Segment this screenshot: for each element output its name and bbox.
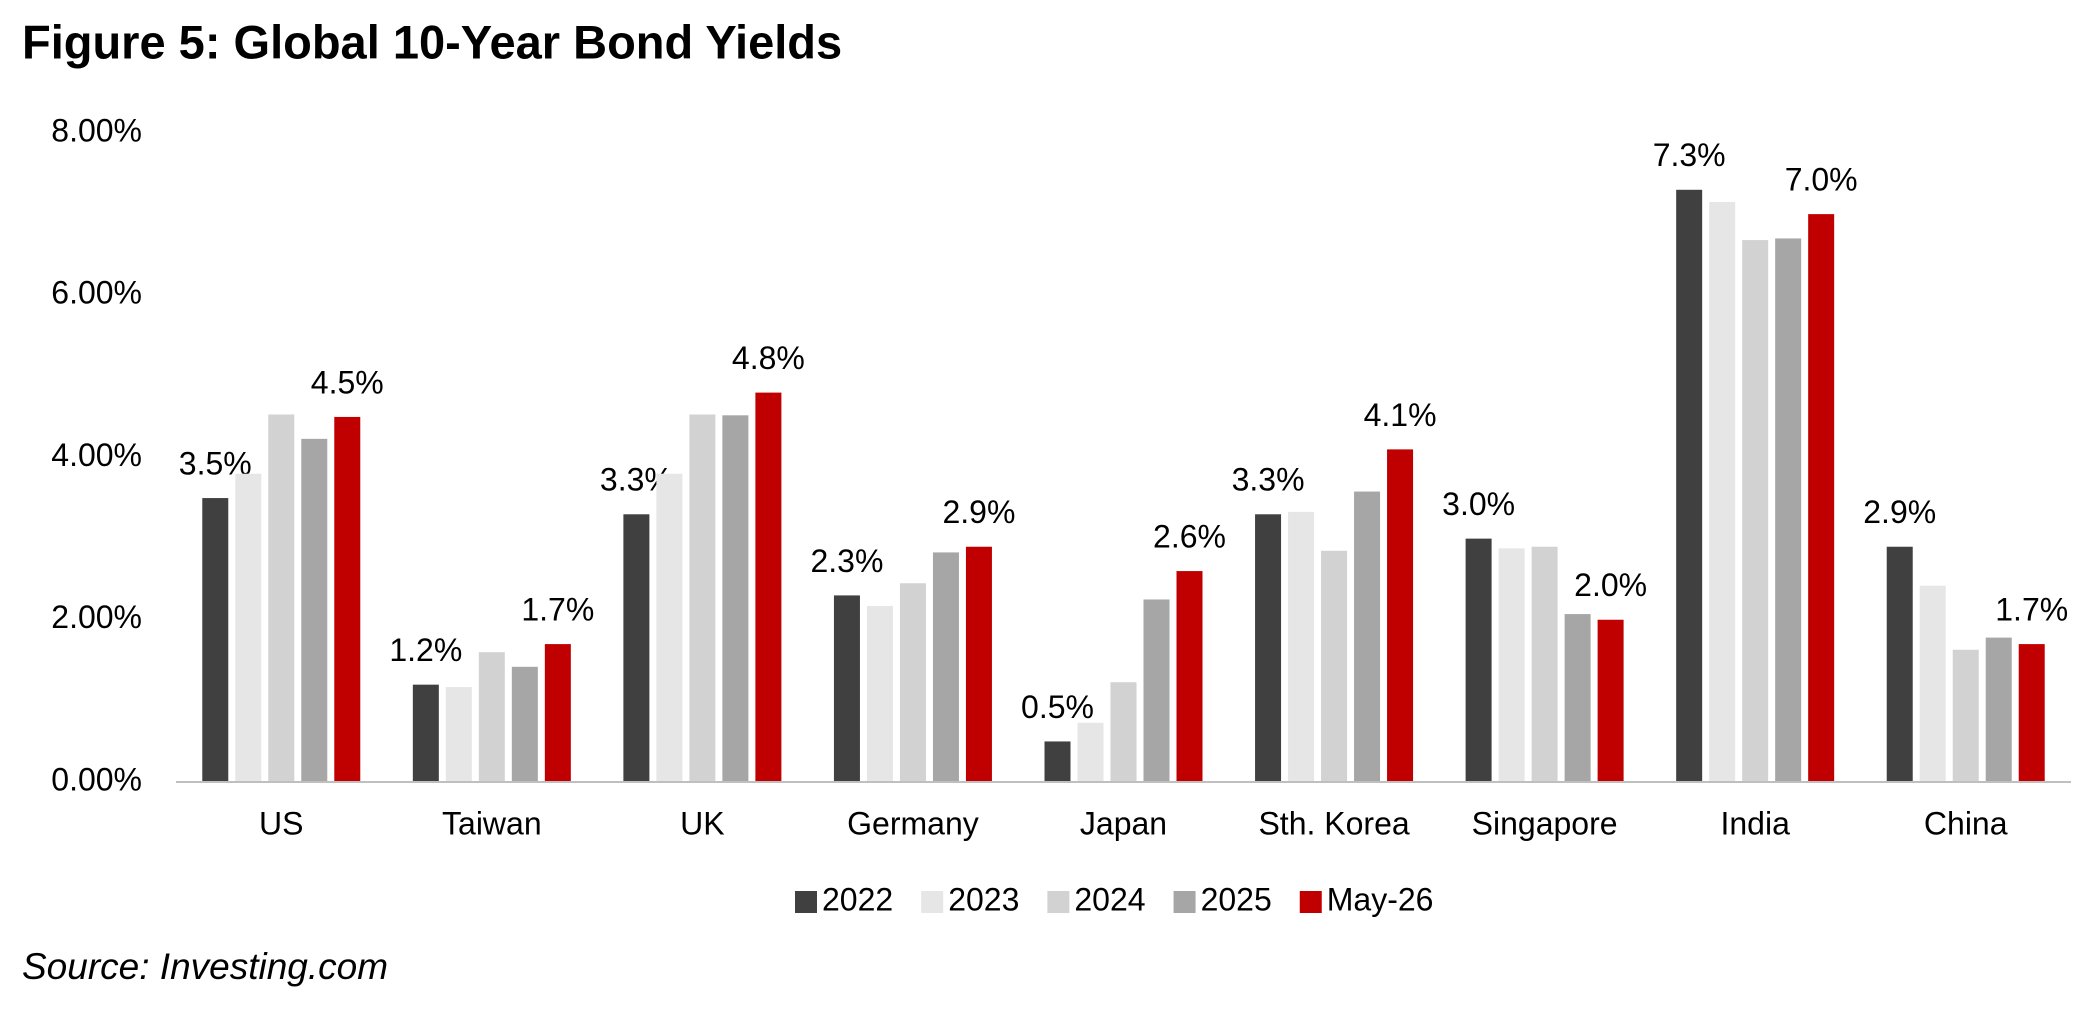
bar	[1985, 637, 2012, 782]
x-tick-label: China	[1924, 805, 2008, 841]
bar	[235, 473, 262, 782]
bar	[1597, 619, 1624, 782]
bar	[1110, 682, 1137, 782]
bar	[2018, 644, 2045, 782]
bar	[1564, 614, 1591, 782]
bar	[755, 392, 782, 782]
bar	[544, 644, 571, 782]
bar	[623, 514, 650, 782]
legend-swatch	[1173, 891, 1196, 913]
x-tick-label: Japan	[1080, 805, 1167, 841]
bar	[1465, 538, 1492, 782]
legend-swatch	[795, 891, 817, 913]
bar	[1321, 550, 1348, 782]
legend-label: May-26	[1327, 881, 1434, 917]
bar	[1288, 511, 1315, 782]
bar	[301, 438, 328, 782]
data-label: 4.8%	[732, 340, 805, 376]
data-label: 3.0%	[1442, 486, 1515, 522]
bar	[689, 414, 716, 782]
data-label: 7.3%	[1653, 137, 1726, 173]
bar	[1886, 546, 1913, 782]
data-label: 2.0%	[1574, 567, 1647, 603]
bar	[1775, 238, 1802, 782]
legend-swatch	[1299, 891, 1322, 913]
data-label: 3.3%	[1232, 462, 1305, 498]
bar	[445, 687, 472, 782]
legend-label: 2024	[1074, 881, 1145, 917]
data-label: 2.9%	[1863, 494, 1936, 530]
bar	[412, 684, 439, 782]
bar	[511, 666, 538, 782]
legend-swatch	[1047, 891, 1070, 913]
bar	[268, 414, 295, 782]
bar	[1709, 201, 1736, 783]
source-note: Source: Investing.com	[22, 946, 388, 987]
bar	[1044, 741, 1071, 782]
y-tick-label: 6.00%	[51, 275, 142, 311]
bar	[1919, 585, 1946, 782]
bar	[932, 552, 959, 782]
data-label: 1.2%	[389, 632, 462, 668]
legend-label: 2022	[822, 881, 893, 917]
bar	[899, 583, 926, 782]
bar	[1952, 649, 1979, 782]
data-label: 1.7%	[1995, 592, 2068, 628]
bar	[965, 546, 992, 782]
y-tick-label: 2.00%	[51, 599, 142, 635]
data-label: 1.7%	[521, 592, 594, 628]
bar	[1143, 599, 1170, 782]
data-label: 2.9%	[942, 494, 1015, 530]
x-tick-label: Singapore	[1472, 805, 1618, 841]
y-tick-label: 4.00%	[51, 437, 142, 473]
x-tick-label: Taiwan	[442, 805, 542, 841]
y-tick-label: 0.00%	[51, 761, 142, 797]
legend-swatch	[921, 891, 944, 913]
bar	[866, 605, 893, 782]
bar	[833, 595, 860, 782]
data-label: 4.1%	[1364, 397, 1437, 433]
x-tick-label: UK	[680, 805, 724, 841]
bar	[334, 416, 361, 782]
bar	[722, 415, 749, 782]
x-tick-label: India	[1720, 805, 1790, 841]
x-tick-label: US	[259, 805, 303, 841]
y-tick-label: 8.00%	[51, 112, 142, 148]
x-tick-label: Germany	[847, 805, 979, 841]
bar	[1354, 491, 1381, 782]
legend-label: 2023	[948, 881, 1019, 917]
data-label: 2.3%	[810, 543, 883, 579]
data-label: 2.6%	[1153, 519, 1226, 555]
data-label: 4.5%	[311, 364, 384, 400]
chart-title: Figure 5: Global 10-Year Bond Yields	[22, 15, 842, 68]
bar	[656, 473, 683, 782]
bar	[1077, 722, 1104, 782]
data-label: 0.5%	[1021, 689, 1094, 725]
bar	[1676, 189, 1703, 783]
bar	[202, 498, 229, 782]
bar	[1742, 240, 1769, 782]
bar	[1808, 214, 1835, 782]
bar	[1498, 548, 1525, 782]
legend-label: 2025	[1201, 881, 1272, 917]
bar	[1387, 449, 1414, 782]
bar	[478, 652, 505, 782]
x-tick-label: Sth. Korea	[1258, 805, 1409, 841]
bar	[1255, 514, 1282, 782]
data-label: 7.0%	[1785, 162, 1858, 198]
bar	[1176, 571, 1203, 782]
bar	[1531, 546, 1558, 782]
